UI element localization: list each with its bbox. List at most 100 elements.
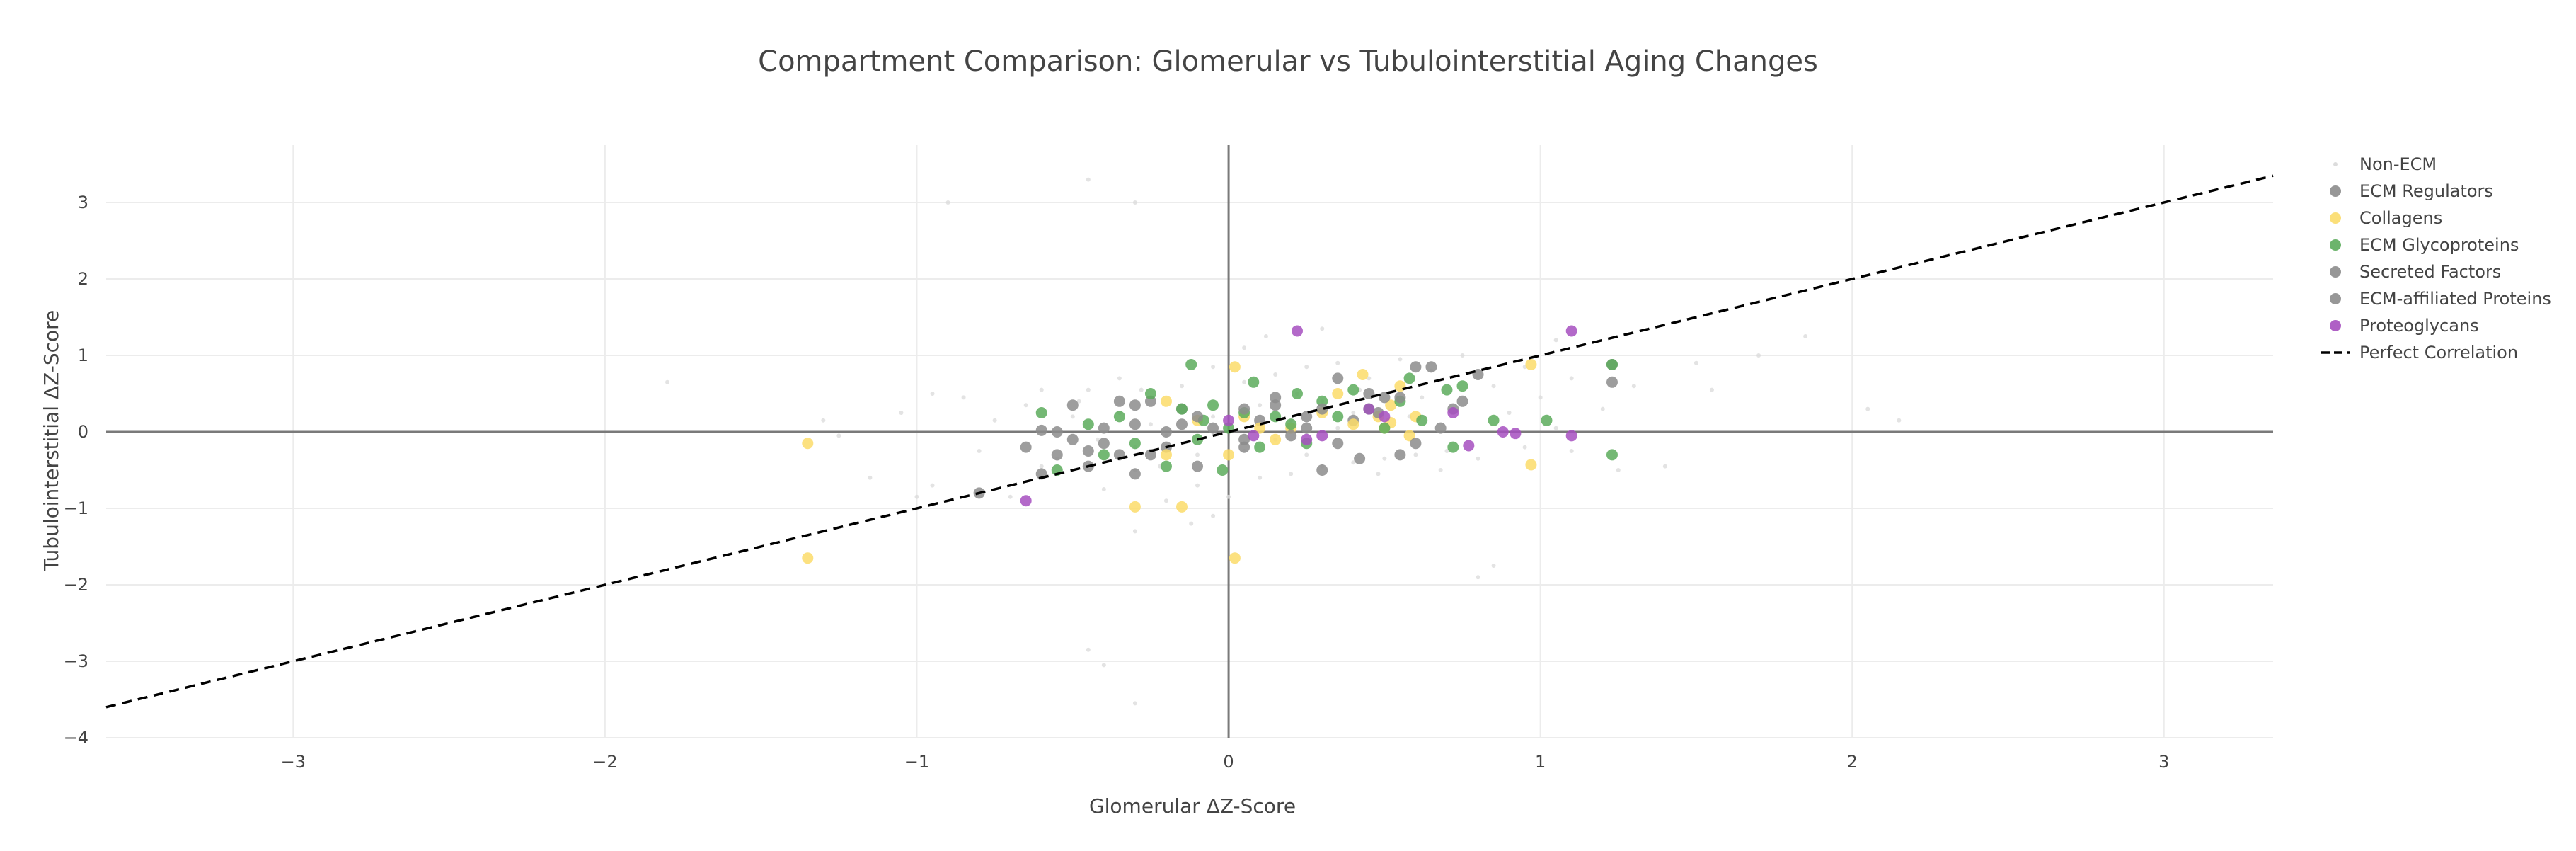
scatter-points: [665, 177, 1902, 706]
data-point: [1129, 438, 1141, 450]
data-point: [1456, 380, 1468, 392]
legend-label: ECM Regulators: [2359, 181, 2493, 201]
data-point: [1051, 426, 1063, 438]
data-point: [1332, 438, 1344, 450]
data-point: [1541, 414, 1553, 426]
data-point: [1285, 418, 1297, 430]
data-point: [1403, 430, 1415, 442]
legend-item[interactable]: Collagens: [2330, 208, 2442, 228]
legend-marker: [2330, 185, 2341, 197]
non-ecm-point: [1897, 418, 1902, 423]
legend-item[interactable]: Perfect Correlation: [2321, 343, 2518, 362]
data-point: [1301, 433, 1313, 445]
data-point: [1129, 418, 1141, 430]
legend-item[interactable]: ECM Regulators: [2330, 181, 2493, 201]
non-ecm-point: [1304, 365, 1309, 370]
data-point: [1248, 430, 1260, 442]
non-ecm-point: [868, 475, 873, 480]
data-point: [802, 438, 814, 450]
non-ecm-point: [821, 418, 826, 423]
legend-item[interactable]: ECM Glycoproteins: [2330, 235, 2519, 255]
non-ecm-point: [1101, 487, 1106, 491]
legend[interactable]: Non-ECM ECM Regulators Collagens ECM Glycop…: [2321, 154, 2551, 362]
legend-label: Secreted Factors: [2359, 262, 2501, 282]
non-ecm-point: [1076, 399, 1081, 404]
data-point: [1192, 411, 1204, 423]
non-ecm-point: [1179, 384, 1184, 389]
non-ecm-point: [1086, 177, 1091, 182]
non-ecm-point: [665, 379, 670, 384]
non-ecm-point: [1039, 464, 1044, 469]
data-point: [1332, 411, 1344, 423]
x-tick-label: −2: [592, 752, 617, 772]
data-point: [1160, 449, 1172, 461]
data-point: [1565, 430, 1577, 442]
zero-lines: [106, 145, 2273, 738]
series-collagens: [802, 358, 1537, 564]
data-point: [1082, 445, 1094, 457]
data-point: [1238, 441, 1250, 453]
data-point: [1144, 388, 1156, 399]
legend-item[interactable]: Non-ECM: [2333, 154, 2437, 174]
non-ecm-point: [1211, 365, 1216, 370]
non-ecm-point: [1289, 472, 1294, 476]
perfect-correlation-line: [105, 174, 2274, 709]
data-point: [1301, 422, 1313, 434]
data-point: [1066, 399, 1079, 411]
legend-marker: [2330, 293, 2341, 304]
non-ecm-point: [1476, 575, 1480, 580]
non-ecm-point: [1351, 460, 1356, 465]
data-point: [1394, 449, 1406, 461]
chart-title: Compartment Comparison: Glomerular vs Tu…: [758, 45, 1818, 78]
non-ecm-point: [1476, 456, 1480, 461]
data-point: [1160, 460, 1172, 472]
x-tick-label: 1: [1535, 752, 1546, 772]
data-point: [1229, 361, 1241, 373]
data-point: [1416, 414, 1428, 426]
non-ecm-point: [1320, 326, 1325, 331]
non-ecm-point: [1491, 564, 1496, 568]
data-point: [1385, 399, 1397, 411]
data-point: [1497, 426, 1509, 438]
legend-marker: [2330, 320, 2341, 331]
non-ecm-point: [1507, 411, 1512, 415]
data-point: [1248, 376, 1260, 388]
legend-item[interactable]: ECM-affiliated Proteins: [2330, 289, 2551, 309]
data-point: [1565, 325, 1577, 337]
y-tick-label: −3: [64, 651, 88, 671]
non-ecm-point: [1460, 353, 1465, 358]
non-ecm-point: [1211, 513, 1216, 518]
non-ecm-point: [1148, 422, 1153, 427]
non-ecm-point: [1616, 468, 1621, 472]
non-ecm-point: [1242, 345, 1247, 350]
data-point: [1441, 384, 1453, 396]
non-ecm-point: [992, 418, 997, 423]
non-ecm-point: [1709, 387, 1714, 392]
non-ecm-point: [1189, 521, 1194, 526]
non-ecm-point: [1382, 456, 1387, 461]
legend-item[interactable]: Proteoglycans: [2330, 316, 2479, 336]
non-ecm-point: [1273, 372, 1278, 377]
non-ecm-point: [1803, 334, 1808, 338]
data-point: [1488, 414, 1500, 426]
perfect-correlation-line-path: [105, 174, 2274, 709]
data-point: [1403, 372, 1415, 384]
data-point: [1144, 449, 1156, 461]
data-point: [1238, 403, 1250, 415]
non-ecm-point: [914, 494, 919, 499]
non-ecm-point: [1335, 426, 1340, 430]
legend-item[interactable]: Secreted Factors: [2330, 262, 2501, 282]
data-point: [1223, 449, 1235, 461]
y-tick-label: 3: [78, 193, 88, 212]
non-ecm-point: [930, 483, 935, 488]
y-tick-label: −4: [64, 728, 88, 748]
data-point: [1347, 418, 1359, 430]
legend-marker: [2330, 239, 2341, 251]
non-ecm-point: [1662, 464, 1667, 469]
data-point: [1410, 361, 1422, 373]
series-non-ecm: [665, 177, 1902, 706]
data-point: [1223, 414, 1235, 426]
x-tick-label: 0: [1223, 752, 1234, 772]
y-axis-title: Tubulointerstitial ΔZ-Score: [40, 310, 63, 572]
non-ecm-point: [1865, 406, 1870, 411]
